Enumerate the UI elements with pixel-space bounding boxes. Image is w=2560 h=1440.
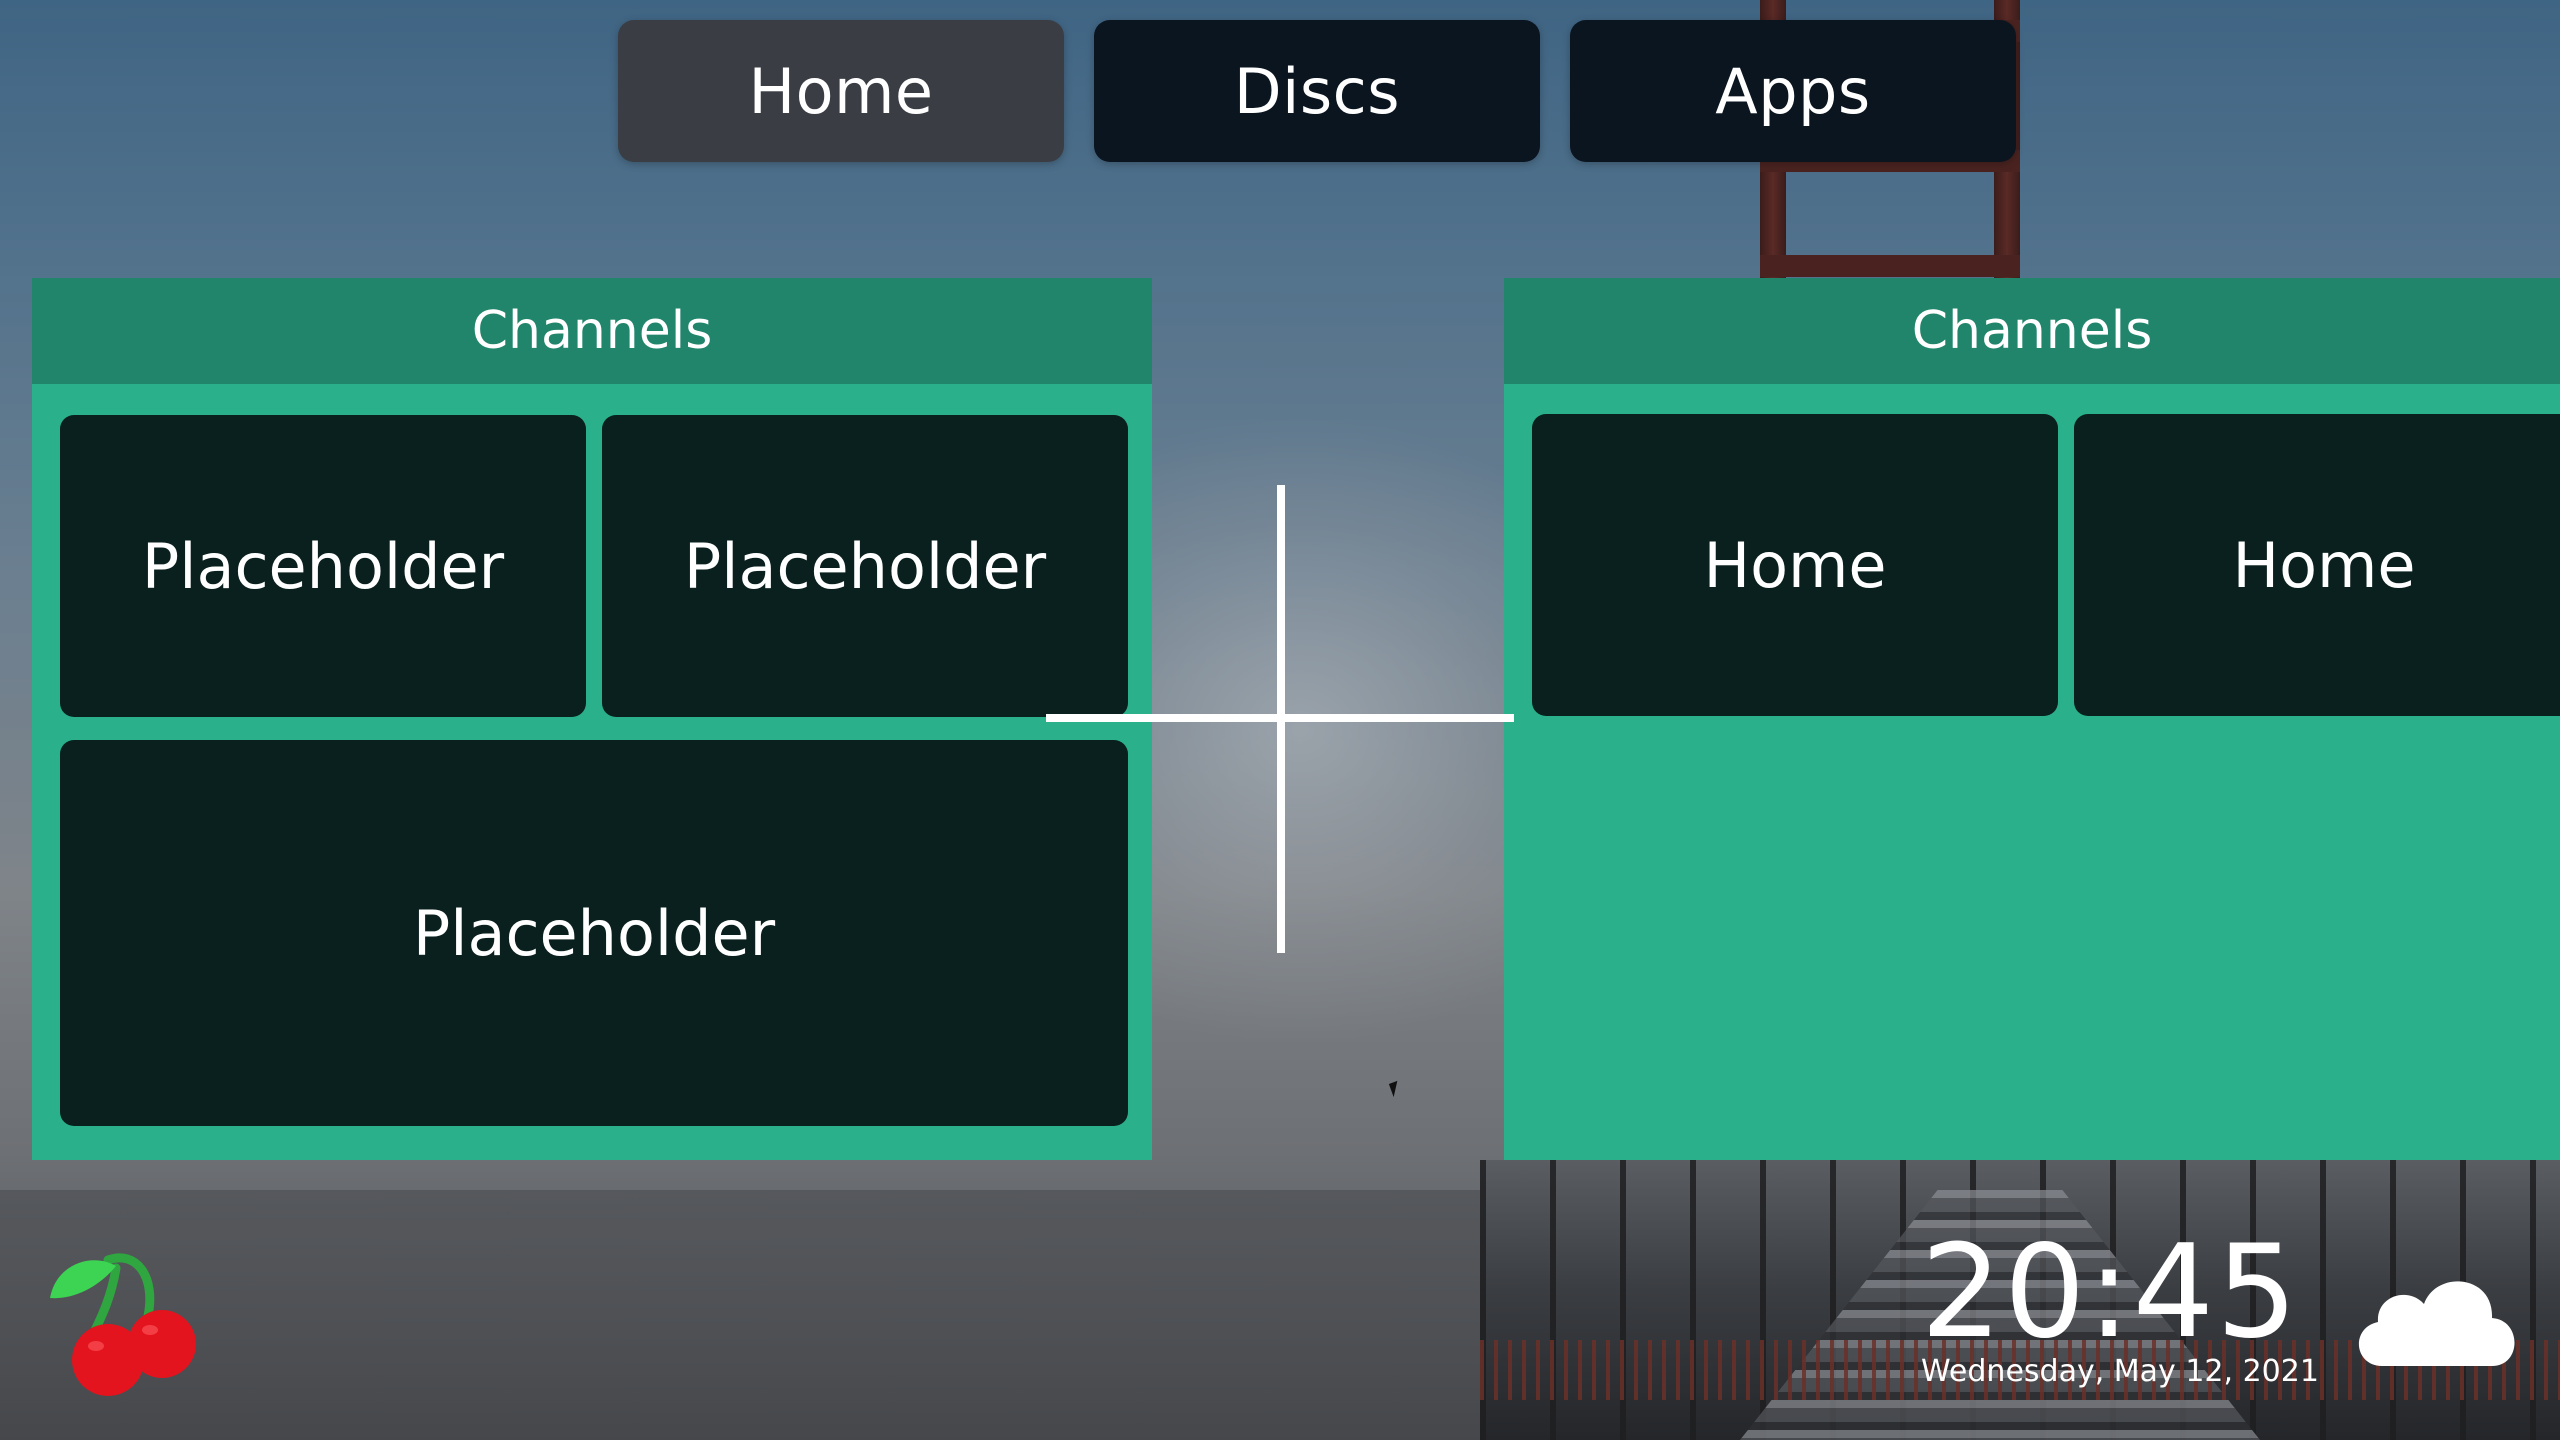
cherry-icon [46,1246,206,1396]
channel-tile-home-1[interactable]: Home [1532,414,2058,716]
channel-tile-placeholder-2[interactable]: Placeholder [602,415,1128,717]
channel-tile-placeholder-3[interactable]: Placeholder [60,740,1128,1126]
background-bridge-traffic [1480,1160,2560,1440]
crosshair-cursor-horizontal [1046,714,1514,722]
clock-time: 20:45 [1920,1218,2300,1367]
channel-tile-placeholder-1[interactable]: Placeholder [60,415,586,717]
channels-panel-title: Channels [32,278,1152,384]
channel-tile-home-2[interactable]: Home [2074,414,2560,716]
tab-discs[interactable]: Discs [1094,20,1540,162]
tab-home[interactable]: Home [618,20,1064,162]
channels-panel-left: Channels Placeholder Placeholder Placeho… [32,278,1152,1160]
channels-panel-right: Channels Home Home [1504,278,2560,1160]
top-tab-bar: Home Discs Apps [618,20,2016,162]
clock-date: Wednesday, May 12, 2021 [1921,1354,2319,1389]
cloud-icon [2346,1262,2526,1382]
channels-panel-title: Channels [1504,278,2560,384]
tab-apps[interactable]: Apps [1570,20,2016,162]
